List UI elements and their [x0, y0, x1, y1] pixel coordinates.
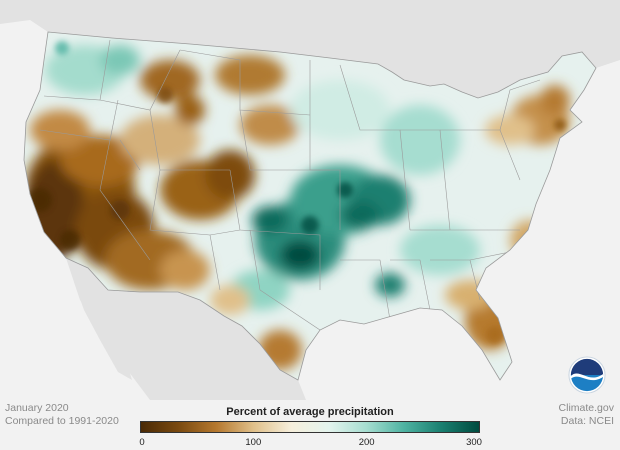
caption-comparison: Compared to 1991-2020 [5, 415, 119, 427]
legend-tick-label: 200 [358, 437, 375, 448]
legend-tick-label: 0 [139, 437, 145, 448]
baja-peninsula [74, 272, 132, 380]
precip-anomaly-layer [25, 41, 570, 370]
caption: January 2020 Compared to 1991-2020 [5, 402, 119, 428]
credit: Climate.gov Data: NCEI [559, 402, 614, 428]
precipitation-map [0, 0, 620, 400]
legend-title: Percent of average precipitation [226, 406, 394, 418]
credit-data: Data: NCEI [560, 415, 614, 427]
legend-tick-label: 300 [466, 437, 482, 448]
canada-land [0, 0, 620, 98]
legend-tick-label: 100 [245, 437, 262, 448]
credit-source: Climate.gov [558, 402, 614, 414]
legend-color-bar [140, 421, 480, 433]
noaa-logo [568, 356, 606, 394]
caption-month: January 2020 [5, 402, 69, 414]
